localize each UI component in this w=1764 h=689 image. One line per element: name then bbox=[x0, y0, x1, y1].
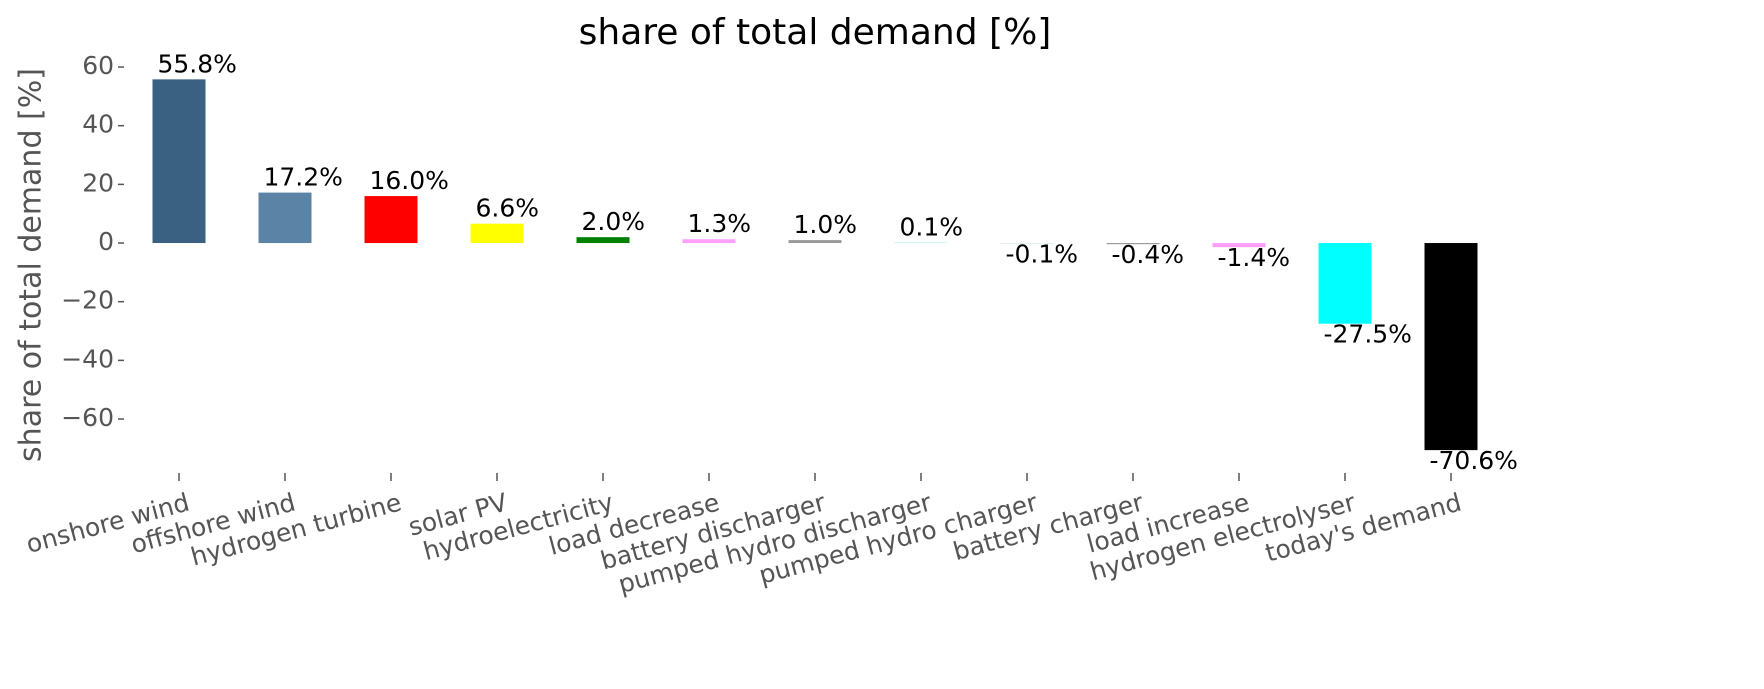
bar bbox=[364, 196, 418, 244]
y-tick-label: 60 bbox=[82, 51, 114, 80]
value-label: -0.1% bbox=[1006, 239, 1079, 268]
bar bbox=[576, 237, 630, 244]
value-label: 55.8% bbox=[158, 49, 237, 78]
y-axis-label: share of total demand [%] bbox=[14, 68, 49, 462]
y-tick-label: −60 bbox=[61, 403, 114, 432]
value-label: -70.6% bbox=[1430, 446, 1518, 475]
y-tick-label: 0 bbox=[98, 227, 114, 256]
value-label: 16.0% bbox=[370, 166, 449, 195]
y-tick-label: 40 bbox=[82, 110, 114, 139]
bar bbox=[152, 79, 206, 244]
y-tick-label: −20 bbox=[61, 286, 114, 315]
bar bbox=[788, 240, 842, 244]
bar bbox=[1424, 243, 1478, 451]
chart-title: share of total demand [%] bbox=[579, 12, 1052, 53]
value-label: -1.4% bbox=[1218, 243, 1291, 272]
value-label: -27.5% bbox=[1324, 320, 1412, 349]
value-label: 17.2% bbox=[264, 163, 343, 192]
value-label: 2.0% bbox=[582, 207, 646, 236]
bar bbox=[1106, 243, 1160, 245]
value-label: -0.4% bbox=[1112, 240, 1185, 269]
value-label: 1.0% bbox=[794, 210, 858, 239]
bar bbox=[1212, 243, 1266, 248]
bar bbox=[258, 192, 312, 244]
y-tick-label: 20 bbox=[82, 168, 114, 197]
value-label: 6.6% bbox=[476, 194, 540, 223]
bar bbox=[1318, 243, 1372, 324]
value-label: 0.1% bbox=[900, 213, 964, 242]
y-tick-label: −40 bbox=[61, 344, 114, 373]
value-label: 1.3% bbox=[688, 209, 752, 238]
bar bbox=[470, 223, 524, 244]
bar bbox=[682, 239, 736, 244]
